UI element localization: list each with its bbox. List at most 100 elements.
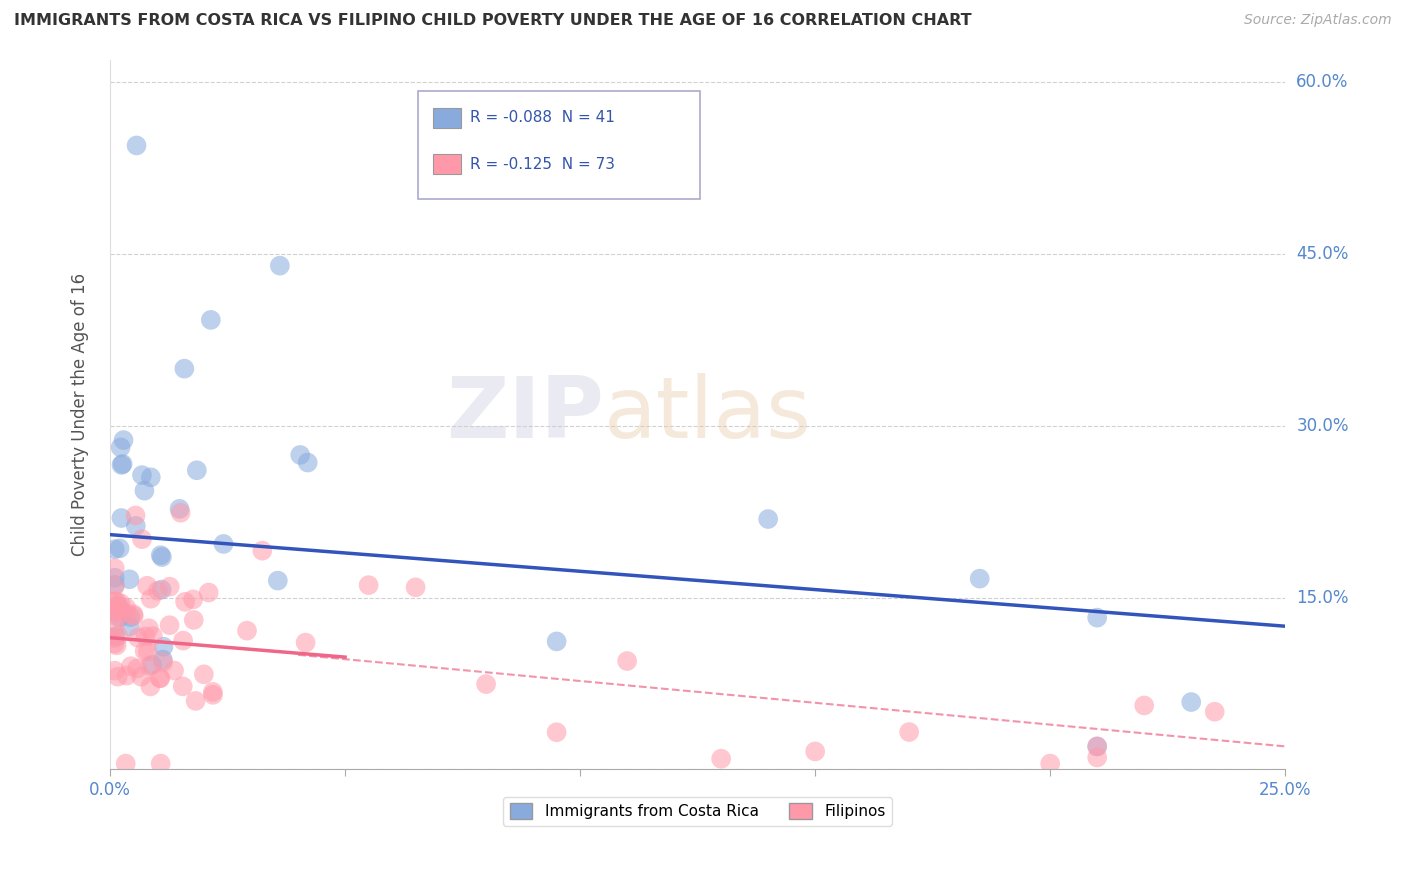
Point [146,583,169,598]
Text: atlas: atlas [603,373,811,456]
Point [104,542,127,557]
Point [105,603,128,617]
Point [141,657,163,672]
Point [135,629,157,643]
Point [149,671,172,685]
Point [104,594,127,608]
Point [125,138,148,153]
Point [104,664,127,678]
Point [969,572,991,586]
Point [1085,750,1108,764]
Point [112,433,135,447]
Point [115,668,138,682]
Point [152,640,174,654]
Point [546,634,568,648]
Point [115,600,138,615]
Point [181,592,204,607]
Point [104,632,127,646]
Point [127,661,149,675]
Point [115,607,138,621]
Point [125,519,148,533]
Point [138,621,160,635]
Point [804,744,827,758]
Point [269,259,291,273]
Point [136,645,159,659]
Text: R = -0.088  N = 41: R = -0.088 N = 41 [470,111,614,125]
Point [252,543,274,558]
Point [124,508,146,523]
Point [898,725,921,739]
Point [131,532,153,546]
Point [139,591,162,606]
Point [197,585,219,599]
Point [127,631,149,645]
Point [1039,756,1062,771]
Point [169,506,191,520]
Point [122,607,145,622]
Point [104,599,127,613]
Point [236,624,259,638]
Point [1133,698,1156,713]
Point [120,659,142,673]
Text: 30.0%: 30.0% [1296,417,1348,435]
Point [105,610,128,624]
Point [475,677,498,691]
Point [405,580,427,594]
Point [138,659,160,673]
Point [118,572,141,586]
Point [134,644,156,658]
Point [108,602,131,616]
Point [172,633,194,648]
Text: ZIP: ZIP [446,373,603,456]
Point [150,550,173,565]
Point [110,511,132,525]
Point [267,574,290,588]
Point [149,756,172,771]
Text: Source: ZipAtlas.com: Source: ZipAtlas.com [1244,13,1392,28]
Point [163,664,186,678]
Point [152,655,174,669]
Point [149,671,172,685]
Point [1085,610,1108,624]
Point [104,571,127,585]
Point [108,541,131,556]
Point [139,470,162,484]
Point [107,629,129,643]
Point [105,638,128,652]
Point [104,637,127,651]
Text: 45.0%: 45.0% [1296,245,1348,263]
Point [134,483,156,498]
Point [297,456,319,470]
Point [546,725,568,739]
Point [1085,739,1108,754]
Point [172,679,194,693]
Point [104,561,127,575]
Point [201,688,224,702]
Y-axis label: Child Poverty Under the Age of 16: Child Poverty Under the Age of 16 [72,273,89,556]
Point [136,579,159,593]
Point [111,457,134,471]
Point [173,361,195,376]
Point [159,618,181,632]
Point [186,463,208,477]
Point [139,680,162,694]
Point [1204,705,1226,719]
Point [118,620,141,634]
Point [212,537,235,551]
Point [174,595,197,609]
Point [150,582,173,597]
Point [129,670,152,684]
Point [184,694,207,708]
Text: IMMIGRANTS FROM COSTA RICA VS FILIPINO CHILD POVERTY UNDER THE AGE OF 16 CORRELA: IMMIGRANTS FROM COSTA RICA VS FILIPINO C… [14,13,972,29]
Point [110,458,132,472]
Point [114,756,136,771]
Point [1180,695,1202,709]
Text: 60.0%: 60.0% [1296,73,1348,92]
Point [105,594,128,608]
Point [616,654,638,668]
Point [756,512,779,526]
Point [108,610,131,624]
Point [193,667,215,681]
Text: R = -0.125  N = 73: R = -0.125 N = 73 [470,157,614,171]
Point [122,609,145,624]
